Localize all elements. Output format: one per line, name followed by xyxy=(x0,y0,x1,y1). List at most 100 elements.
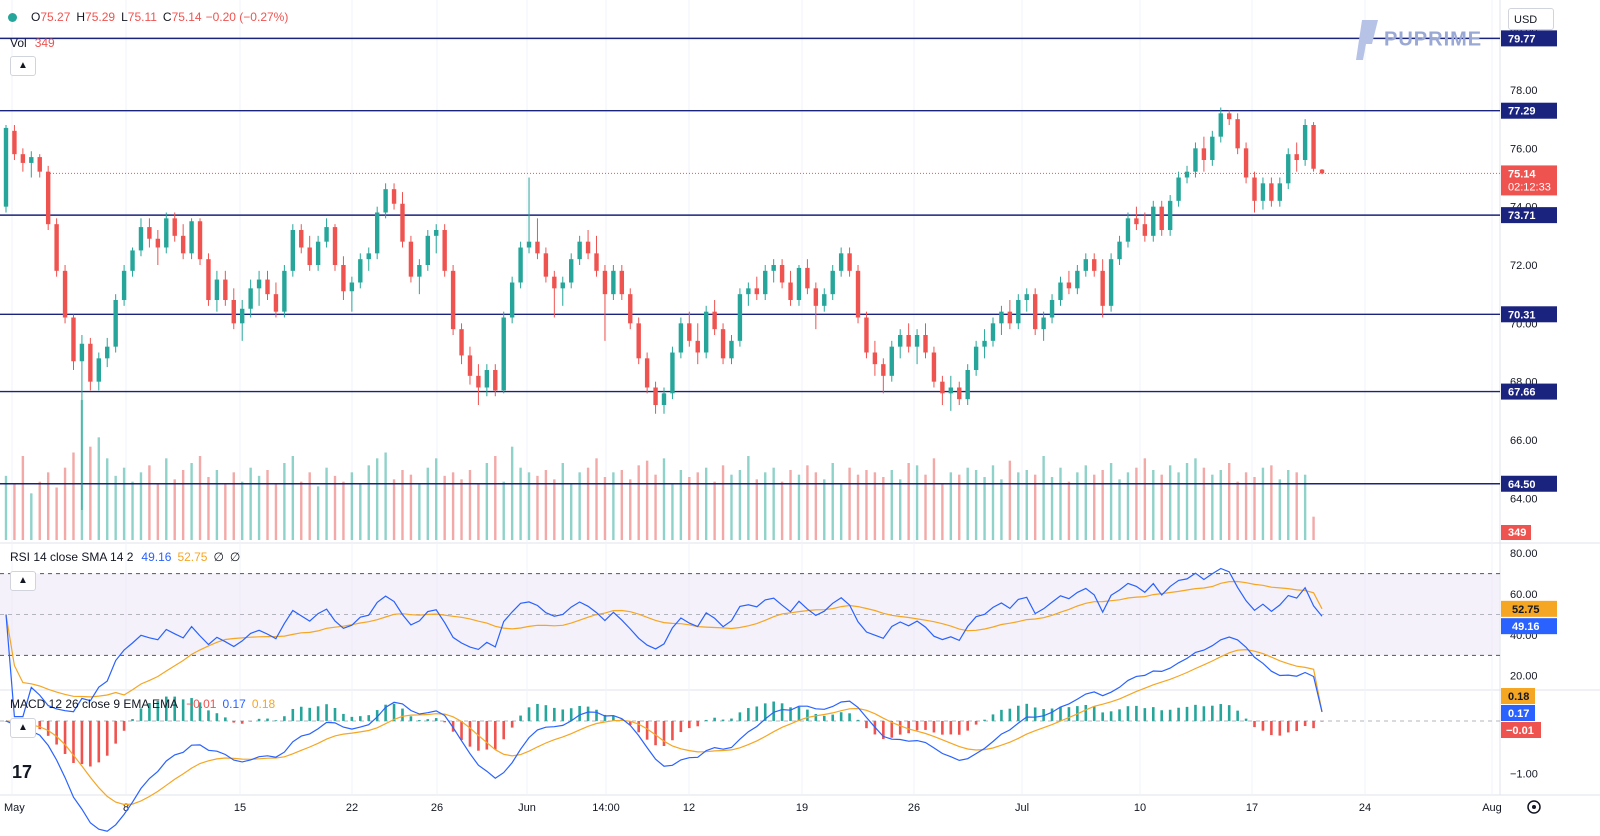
candle-body xyxy=(341,265,346,292)
candle-body xyxy=(1024,294,1029,300)
candle-body xyxy=(3,127,9,207)
settings-gear-icon[interactable] xyxy=(1527,800,1541,814)
volume-label: Vol xyxy=(10,36,27,50)
volume-bar xyxy=(1042,456,1045,540)
volume-bar xyxy=(1084,465,1087,540)
currency-selector[interactable]: USD xyxy=(1508,8,1554,30)
volume-bar xyxy=(249,467,252,540)
volume-bar xyxy=(595,458,598,540)
macd-hist-bar xyxy=(654,720,657,746)
volume-bar xyxy=(1076,472,1079,540)
candle-body xyxy=(408,241,414,277)
volume-bar xyxy=(38,481,41,540)
candle-body xyxy=(130,250,135,271)
candle-body xyxy=(644,358,650,388)
candle-body xyxy=(391,189,397,204)
candle-body xyxy=(1319,169,1325,174)
macd-hist-bar xyxy=(628,720,632,725)
volume-bar xyxy=(890,470,893,540)
volume-bar xyxy=(63,467,67,540)
candle-body xyxy=(687,323,692,341)
volume-bar xyxy=(122,467,126,540)
candle-body xyxy=(965,370,970,400)
volume-bar xyxy=(1059,467,1062,540)
macd-hist-bar xyxy=(1008,708,1012,721)
candle-body xyxy=(1007,311,1013,324)
brand-logo: PUPRIME xyxy=(1356,18,1482,62)
volume-bar xyxy=(207,477,210,540)
volume-bar xyxy=(974,470,978,540)
macd-hist-bar xyxy=(434,718,438,721)
candle-body xyxy=(223,279,228,300)
candle-body xyxy=(720,329,726,359)
macd-hist-bar xyxy=(46,720,50,736)
macd-hist-bar xyxy=(730,718,733,721)
candle-body xyxy=(121,270,127,300)
candle-body xyxy=(240,308,245,324)
volume-bar xyxy=(485,463,489,540)
macd-tick-label: −1.00 xyxy=(1510,769,1538,781)
candle-body xyxy=(164,218,169,248)
macd-hist-badge-label: −0.01 xyxy=(1506,725,1534,737)
volume-bar xyxy=(814,472,818,540)
macd-line xyxy=(5,636,1323,832)
candle-body xyxy=(1269,183,1274,201)
volume-bar xyxy=(603,477,607,540)
macd-hist-bar xyxy=(409,716,413,721)
macd-hist-bar xyxy=(612,715,615,721)
rsi-extra2: ∅ xyxy=(229,550,241,564)
candle-body xyxy=(712,311,717,330)
candle-body xyxy=(1193,148,1198,172)
volume-bar xyxy=(907,463,910,540)
volume-bar xyxy=(148,465,151,540)
price-tick-label: 76.00 xyxy=(1510,143,1538,155)
close-value: 75.14 xyxy=(171,10,202,24)
volume-bar xyxy=(772,467,775,540)
rsi-tick-label: 80.00 xyxy=(1510,548,1538,560)
candle-body xyxy=(1184,171,1190,178)
macd-hist-bar xyxy=(266,718,269,721)
candle-body xyxy=(560,282,565,289)
candle-body xyxy=(147,227,152,239)
volume-bar xyxy=(1008,460,1012,540)
candle-body xyxy=(619,270,625,295)
candle-body xyxy=(434,230,439,236)
candle-body xyxy=(501,317,506,391)
level-badge xyxy=(1501,102,1557,119)
x-tick-label: May xyxy=(4,802,25,814)
macd-signal-value: 0.18 xyxy=(251,697,276,711)
candle-body xyxy=(695,340,700,353)
macd-hist-bar xyxy=(468,720,472,747)
macd-hist-bar xyxy=(1211,705,1214,721)
volume-bar xyxy=(1143,458,1147,540)
candle-body xyxy=(62,270,68,318)
collapse-legend-button[interactable]: ▲ xyxy=(10,56,36,76)
candle-body xyxy=(931,352,937,382)
level-badge xyxy=(1501,207,1557,224)
price-tick-label: 66.00 xyxy=(1510,435,1538,447)
macd-hist-bar xyxy=(224,717,227,721)
macd-hist-bar xyxy=(1092,706,1096,721)
macd-hist-bar xyxy=(839,712,843,721)
collapse-rsi-button[interactable]: ▲ xyxy=(10,571,36,591)
candle-body xyxy=(214,279,220,300)
macd-hist-bar xyxy=(603,714,607,721)
rsi-label: RSI 14 close SMA 14 2 xyxy=(10,550,134,564)
volume-legend: Vol 349 xyxy=(10,36,55,50)
volume-bar xyxy=(924,474,927,540)
macd-hist-bar xyxy=(1286,720,1290,733)
volume-bar xyxy=(156,484,160,540)
macd-hist-bar xyxy=(1050,708,1054,721)
volume-bar xyxy=(544,470,548,540)
volume-bar xyxy=(1135,467,1138,540)
collapse-macd-button[interactable]: ▲ xyxy=(10,718,36,738)
macd-hist-bar xyxy=(1312,720,1315,729)
volume-bar xyxy=(730,474,733,540)
volume-bar xyxy=(696,472,699,540)
candle-body xyxy=(307,247,312,265)
currency-label: USD xyxy=(1514,14,1538,26)
brand-name: PUPRIME xyxy=(1384,28,1483,51)
macd-hist-bar xyxy=(831,714,835,721)
volume-bar xyxy=(1287,470,1290,540)
